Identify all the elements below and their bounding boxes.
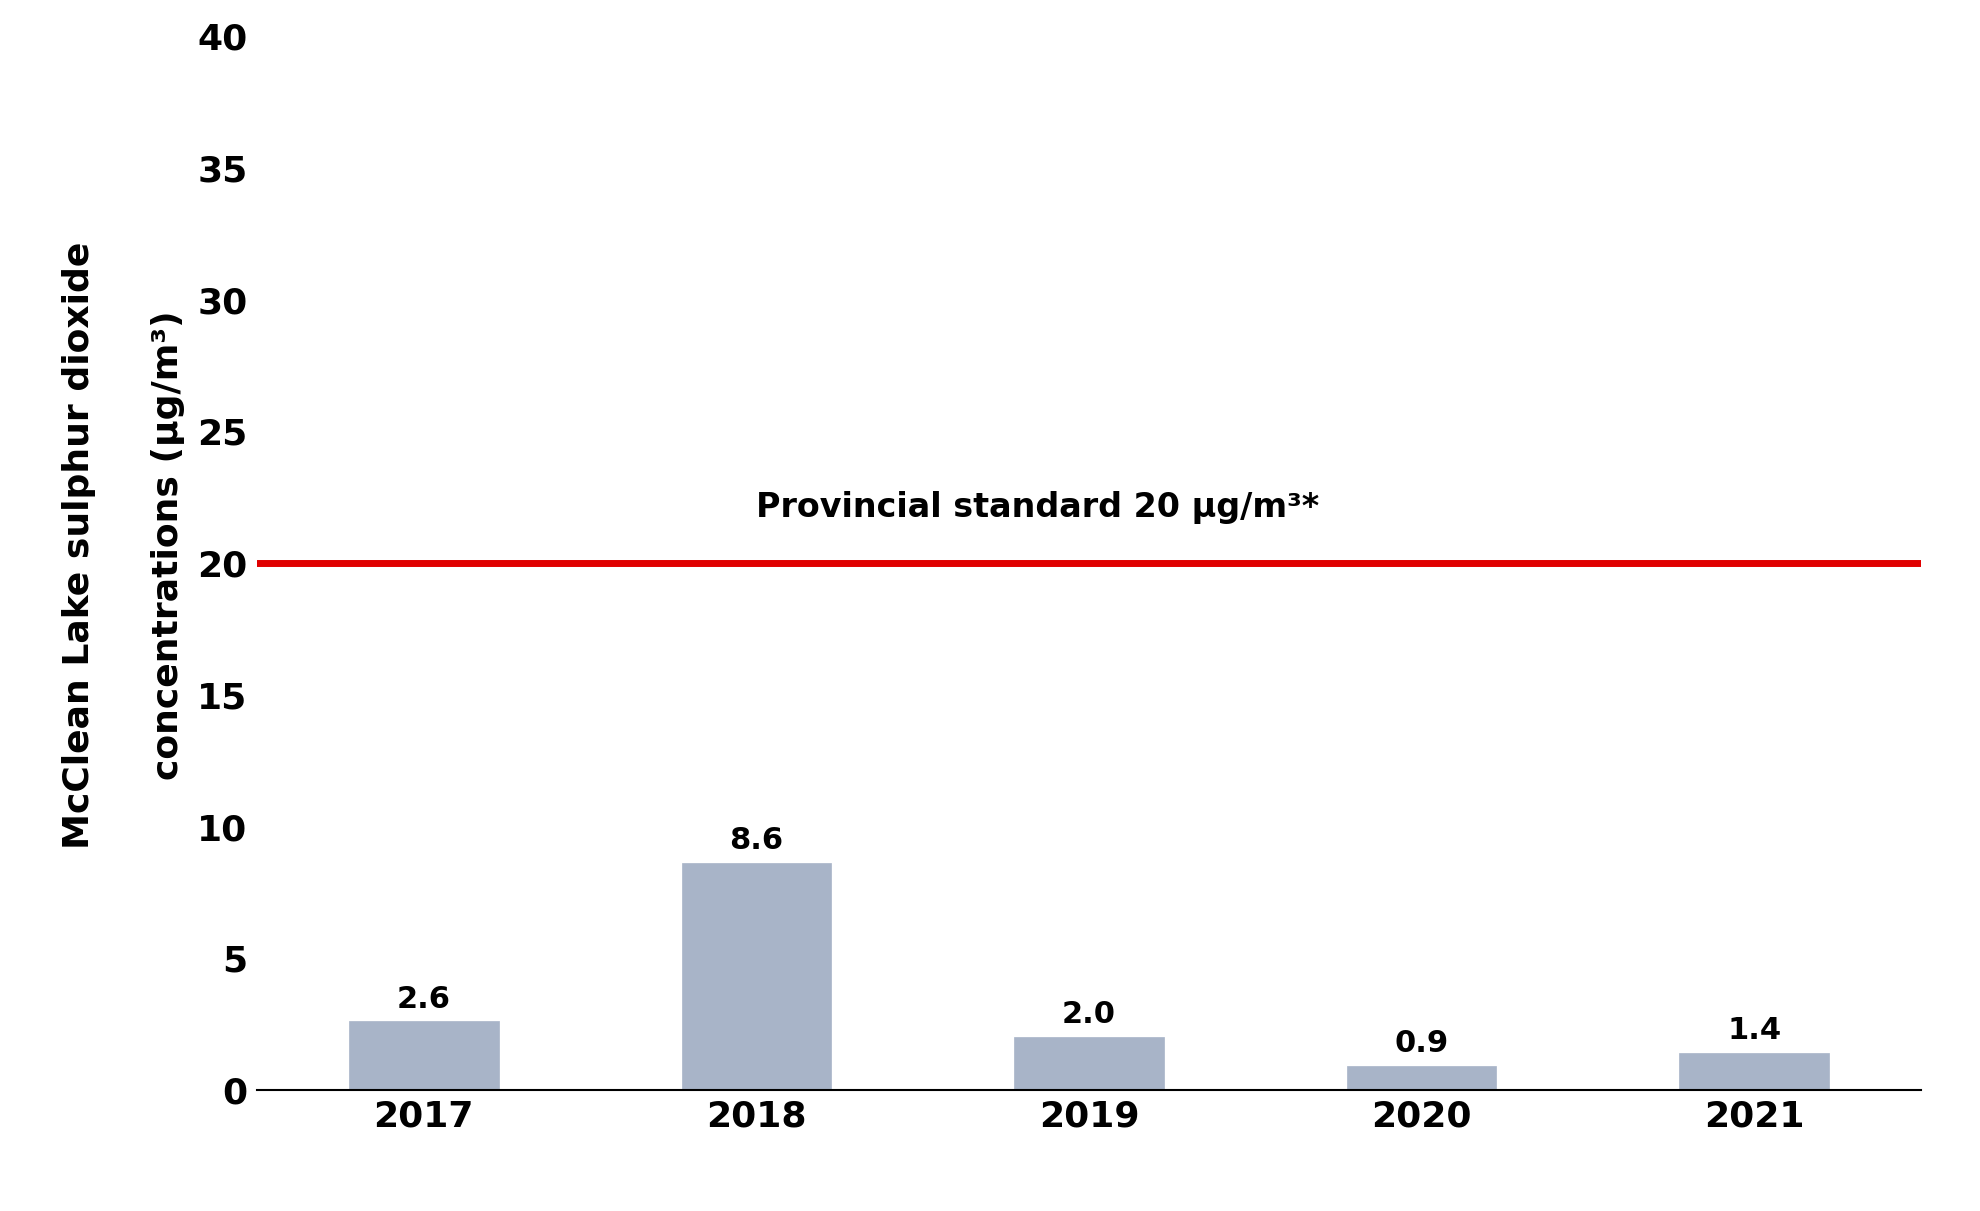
Text: 2.0: 2.0 (1061, 1000, 1117, 1029)
Text: McClean Lake sulphur dioxide: McClean Lake sulphur dioxide (61, 241, 97, 849)
Text: 1.4: 1.4 (1727, 1016, 1782, 1045)
Bar (1679, 1054, 1830, 1090)
Text: concentrations (μg/m³): concentrations (μg/m³) (150, 310, 186, 780)
Text: Provincial standard 20 μg/m³*: Provincial standard 20 μg/m³* (756, 490, 1319, 523)
Bar (348, 1021, 499, 1090)
Text: 2.6: 2.6 (396, 985, 451, 1014)
Bar (1014, 1037, 1164, 1090)
Bar (681, 863, 832, 1090)
Bar (1346, 1066, 1497, 1090)
Text: 8.6: 8.6 (729, 826, 784, 855)
Text: 0.9: 0.9 (1394, 1029, 1449, 1058)
